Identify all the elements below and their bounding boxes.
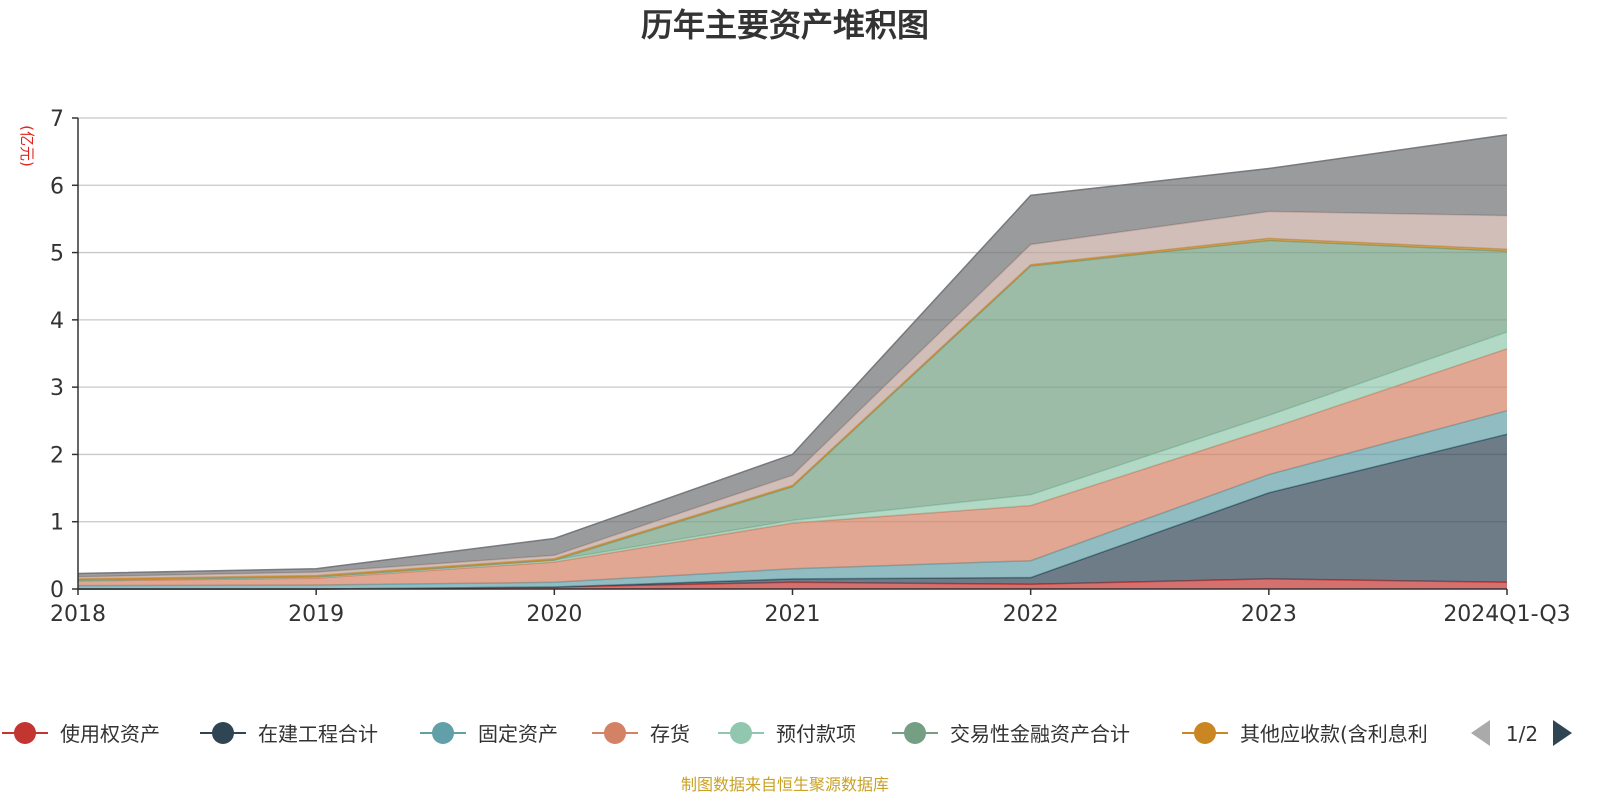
legend-item-3[interactable]: 固定资产 [420, 722, 558, 746]
series-area-6 [78, 240, 1507, 581]
y-tick-label: 2 [50, 443, 64, 468]
legend-label: 交易性金融资产合计 [950, 722, 1130, 746]
legend-marker [432, 722, 454, 744]
series-area-1 [78, 578, 1507, 589]
legend-page-indicator: 1/2 [1506, 722, 1538, 746]
legend-label: 在建工程合计 [258, 722, 378, 746]
legend-label: 其他应收款(含利息利 [1240, 722, 1428, 746]
source-note: 制图数据来自恒生聚源数据库 [681, 775, 889, 794]
x-tick-label: 2021 [765, 602, 821, 627]
legend-marker [904, 722, 926, 744]
grid-lines [78, 117, 1507, 523]
series-area-4 [78, 348, 1507, 586]
x-tick-label: 2018 [50, 602, 106, 627]
chart-title: 历年主要资产堆积图 [641, 6, 929, 44]
series-areas [77, 134, 1508, 590]
legend-label: 预付款项 [776, 722, 856, 746]
y-tick-label: 0 [50, 578, 64, 603]
y-tick-label: 7 [50, 107, 64, 132]
legend-item-2[interactable]: 在建工程合计 [200, 722, 378, 746]
y-tick-label: 3 [50, 376, 64, 401]
legend-item-4[interactable]: 存货 [592, 722, 690, 746]
x-tick-label: 2019 [288, 602, 344, 627]
axes: 0 1 2 3 4 5 6 7 2018 2019 2020 2021 2022 2023 2024Q1-Q… [50, 107, 1571, 627]
series-line-9 [77, 134, 1508, 575]
legend-marker [14, 722, 36, 744]
x-tick-label: 2023 [1241, 602, 1297, 627]
y-tick-label: 1 [50, 511, 64, 536]
y-tick-label: 4 [50, 309, 64, 334]
legend-prev-icon[interactable] [1471, 720, 1490, 746]
legend-marker [604, 722, 626, 744]
legend-label: 存货 [650, 722, 690, 746]
series-area-3 [78, 410, 1507, 589]
legend-next-icon[interactable] [1553, 720, 1572, 746]
y-tick-label: 6 [50, 174, 64, 199]
series-area-2 [78, 434, 1507, 589]
legend-marker [212, 722, 234, 744]
legend-marker [730, 722, 752, 744]
legend-item-5[interactable]: 预付款项 [718, 722, 856, 746]
legend-item-6[interactable]: 交易性金融资产合计 [892, 722, 1130, 746]
legend-marker [1194, 722, 1216, 744]
x-tick-label: 2022 [1003, 602, 1059, 627]
series-area-9 [78, 134, 1507, 577]
x-tick-label: 2020 [526, 602, 582, 627]
y-tick-label: 5 [50, 242, 64, 267]
legend-label: 固定资产 [478, 722, 558, 746]
legend[interactable]: 使用权资产 在建工程合计 固定资产 存货 预付款项 交易性金融资产合计 其他应收款(含利息利… [2, 708, 1600, 758]
x-tick-label: 2024Q1-Q3 [1443, 602, 1570, 627]
legend-item-1[interactable]: 使用权资产 [2, 722, 160, 746]
legend-label: 使用权资产 [60, 722, 160, 746]
legend-item-7[interactable]: 其他应收款(含利息利 [1182, 722, 1428, 746]
y-unit-label: (亿元) [18, 125, 36, 167]
